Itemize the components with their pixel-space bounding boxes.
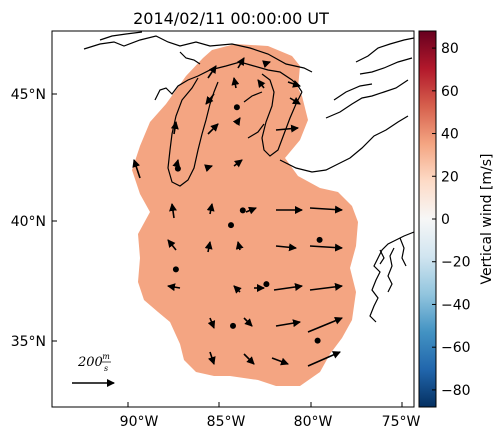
wind-vectors — [132, 57, 343, 367]
wind-arrow — [309, 243, 343, 252]
station-dot — [174, 165, 181, 172]
colorbar-tick-label: −20 — [441, 255, 471, 271]
wind-arrow — [307, 351, 341, 367]
map-title: 2014/02/11 00:00:00 UT — [133, 9, 329, 28]
lat-ticks: 45°N 40°N 35°N — [11, 87, 57, 350]
scale-arrow-legend: 200 m s — [72, 352, 115, 387]
map-panel: 200 m s 45°N 40°N 35°N 90°W 85°W 80°W 75… — [11, 30, 421, 430]
station-dot — [314, 337, 321, 344]
wind-arrow — [236, 57, 245, 69]
wind-arrow — [169, 203, 177, 219]
wind-arrow — [233, 159, 243, 168]
lat-tick-label: 45°N — [11, 87, 46, 103]
wind-arrow — [273, 283, 303, 291]
colorbar-ticks: 80 60 40 20 0 −20 −40 −60 −80 — [432, 41, 471, 399]
wind-arrow — [309, 205, 343, 214]
wind-arrow — [309, 282, 343, 291]
station-dot — [228, 222, 234, 229]
wind-arrow — [262, 60, 271, 69]
station-dot — [233, 104, 240, 111]
wind-arrow — [207, 123, 219, 135]
station-dot — [239, 207, 246, 214]
station-dot — [263, 281, 270, 288]
vertical-wind-field — [132, 44, 358, 386]
wind-arrow — [204, 241, 213, 253]
wind-arrow — [271, 357, 289, 366]
lon-tick-label: 75°W — [382, 414, 421, 430]
colorbar-tick-label: −60 — [441, 340, 471, 356]
scale-arrow-value: 200 — [77, 355, 103, 370]
lon-tick-label: 90°W — [120, 414, 159, 430]
colorbar-tick-label: 80 — [441, 41, 459, 57]
wind-arrow — [243, 317, 253, 327]
wind-arrow — [289, 96, 301, 105]
station-dots — [172, 104, 323, 344]
wind-arrow — [275, 319, 301, 328]
wind-arrow — [205, 93, 215, 105]
lon-tick-label: 85°W — [207, 414, 246, 430]
wind-arrow — [235, 241, 244, 251]
lon-ticks: 90°W 85°W 80°W 75°W — [120, 402, 421, 430]
colorbar-tick-label: 0 — [441, 212, 450, 228]
wind-arrow — [167, 283, 181, 292]
wind-arrow — [170, 121, 179, 135]
wind-arrow — [232, 117, 241, 127]
station-dot — [230, 322, 236, 329]
lat-tick-label: 40°N — [11, 214, 46, 230]
wind-arrow — [167, 239, 177, 251]
wind-arrow — [275, 124, 299, 133]
wind-arrow — [207, 65, 217, 79]
wind-arrow — [207, 351, 216, 365]
lat-tick-label: 35°N — [11, 334, 46, 350]
wind-arrow — [233, 285, 242, 294]
station-dot — [172, 266, 179, 273]
map-frame — [51, 30, 415, 408]
colorbar-tick-label: 60 — [441, 84, 459, 100]
wind-arrow — [307, 316, 343, 333]
coastlines — [83, 31, 414, 323]
wind-arrow — [245, 206, 257, 215]
wind-arrow — [243, 353, 255, 365]
colorbar: 80 60 40 20 0 −20 −40 −60 −80 Vertical wind [m/s… — [418, 30, 495, 408]
scale-arrow-unit-denominator: s — [104, 364, 108, 373]
colorbar-tick-label: 40 — [441, 127, 459, 143]
station-dot — [316, 236, 323, 243]
colorbar-tick-label: −80 — [441, 383, 471, 399]
wind-arrow — [132, 159, 141, 179]
wind-arrow — [206, 203, 215, 215]
wind-arrow — [257, 79, 266, 89]
wind-arrow — [204, 164, 213, 173]
colorbar-tick-label: 20 — [441, 169, 459, 185]
wind-arrow — [287, 79, 301, 88]
colorbar-tick-label: −40 — [441, 298, 471, 314]
wind-arrow — [207, 317, 216, 329]
colorbar-label: Vertical wind [m/s] — [479, 154, 495, 285]
wind-arrow — [231, 77, 240, 89]
lon-tick-label: 80°W — [294, 414, 333, 430]
scale-arrow-unit-numerator: m — [102, 352, 110, 361]
wind-arrow — [275, 243, 297, 252]
